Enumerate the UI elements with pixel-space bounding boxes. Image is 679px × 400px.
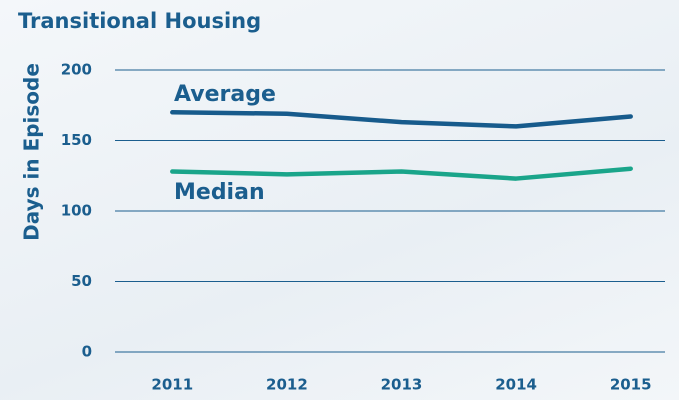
x-tick-label: 2014	[495, 376, 537, 394]
y-tick-label: 200	[61, 61, 92, 79]
y-axis-label: Days in Episode	[20, 63, 44, 241]
y-tick-label: 150	[61, 131, 92, 149]
y-tick-label: 100	[61, 202, 92, 220]
series-line	[170, 166, 633, 181]
y-tick-label: 50	[71, 272, 92, 290]
x-tick-label: 2013	[381, 376, 423, 394]
series-label: Median	[174, 180, 265, 205]
chart-title: Transitional Housing	[18, 9, 261, 33]
x-tick-label: 2011	[151, 376, 193, 394]
x-tick-label: 2015	[610, 376, 652, 394]
x-tick-label: 2012	[266, 376, 308, 394]
series-line	[170, 110, 633, 129]
y-tick-label: 0	[82, 343, 92, 361]
series-label: Average	[174, 82, 276, 107]
